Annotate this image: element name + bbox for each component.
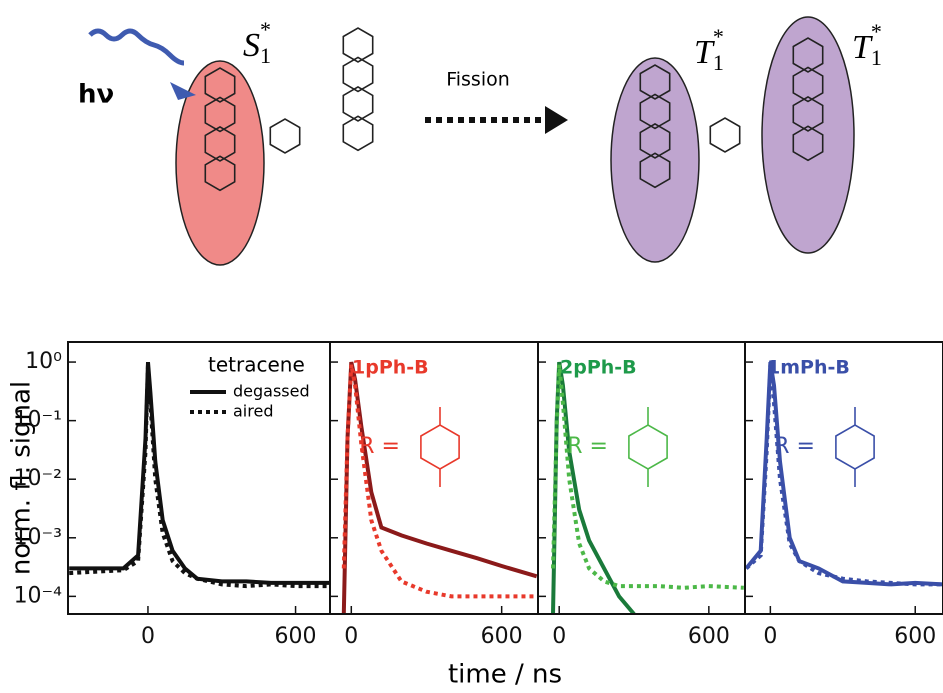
x-tick-label: 600 <box>481 624 523 649</box>
ring <box>709 117 741 153</box>
panel-title: 2pPh-B <box>560 357 637 379</box>
panel-title: 1pPh-B <box>352 357 429 379</box>
panel-frame <box>537 341 746 615</box>
ring <box>639 93 671 130</box>
x-tick-label: 0 <box>344 624 358 649</box>
state-superscript: * <box>871 19 882 44</box>
ring <box>639 122 671 159</box>
ring <box>204 67 236 103</box>
arrow-head <box>545 106 568 134</box>
substituent <box>628 407 668 487</box>
decay-line <box>341 361 538 614</box>
ring <box>342 85 374 122</box>
ring <box>792 37 824 73</box>
x-tick-label: 0 <box>141 624 155 649</box>
panel-frame <box>329 341 539 615</box>
decay-line <box>745 361 943 587</box>
r-label: R = <box>359 434 400 459</box>
x-tick-label: 0 <box>763 624 777 649</box>
state-label: S1* <box>243 17 271 68</box>
light-label: hν <box>78 80 114 110</box>
state-subscript: 1 <box>713 50 724 75</box>
ring <box>639 152 671 189</box>
ring <box>420 424 460 470</box>
substituent <box>420 407 460 487</box>
x-tick-label: 600 <box>894 624 936 649</box>
ring <box>342 56 374 93</box>
state-label: T1* <box>694 24 724 75</box>
ring <box>639 64 671 100</box>
legend-label: degassed <box>233 382 310 401</box>
y-tick-label: 10⁻² <box>14 466 62 491</box>
ring <box>269 118 301 154</box>
y-axis-label: norm. fl. signal <box>7 381 37 575</box>
decay-line <box>745 364 943 587</box>
ring <box>342 115 374 152</box>
decay-line <box>341 364 537 599</box>
panel-frame <box>744 341 943 615</box>
ring <box>628 424 668 470</box>
state-superscript: * <box>260 17 271 42</box>
ring <box>792 66 824 103</box>
decay-line <box>551 361 636 614</box>
panel-title: 1mPh-B <box>767 357 850 379</box>
state-letter: T <box>852 29 873 66</box>
r-label: R = <box>567 434 608 459</box>
x-tick-label: 600 <box>688 624 730 649</box>
photon-arrow <box>88 28 185 66</box>
substituent <box>835 407 875 487</box>
triplet-unit <box>610 57 700 263</box>
y-tick-label: 10⁻¹ <box>14 408 62 433</box>
state-letter: S <box>243 27 260 64</box>
legend-label: aired <box>233 402 273 421</box>
x-tick-label: 600 <box>275 624 317 649</box>
ring <box>204 125 236 162</box>
ring <box>204 96 236 133</box>
decay-line <box>69 364 330 589</box>
fission-label: Fission <box>446 69 510 91</box>
ring <box>835 424 875 470</box>
ring <box>342 27 374 63</box>
arrow-head <box>170 82 196 100</box>
ring <box>792 95 824 132</box>
ring <box>792 125 824 162</box>
y-tick-label: 10⁻³ <box>14 525 62 550</box>
decay-line <box>69 361 330 585</box>
excited-unit <box>175 60 265 266</box>
legend-title: tetracene <box>208 353 305 377</box>
x-tick-label: 0 <box>552 624 566 649</box>
x-axis-label: time / ns <box>448 660 562 690</box>
molecule-diagram <box>88 16 855 266</box>
r-label: R = <box>774 434 815 459</box>
state-label: T1* <box>852 19 882 70</box>
state-letter: T <box>694 34 715 71</box>
y-tick-label: 10⁰ <box>25 349 62 374</box>
decay-line <box>551 364 744 590</box>
state-subscript: 1 <box>871 45 882 70</box>
state-subscript: 1 <box>260 43 271 68</box>
triplet-unit <box>761 16 855 254</box>
state-superscript: * <box>713 24 724 49</box>
ring <box>204 155 236 192</box>
y-tick-label: 10⁻⁴ <box>14 583 63 608</box>
